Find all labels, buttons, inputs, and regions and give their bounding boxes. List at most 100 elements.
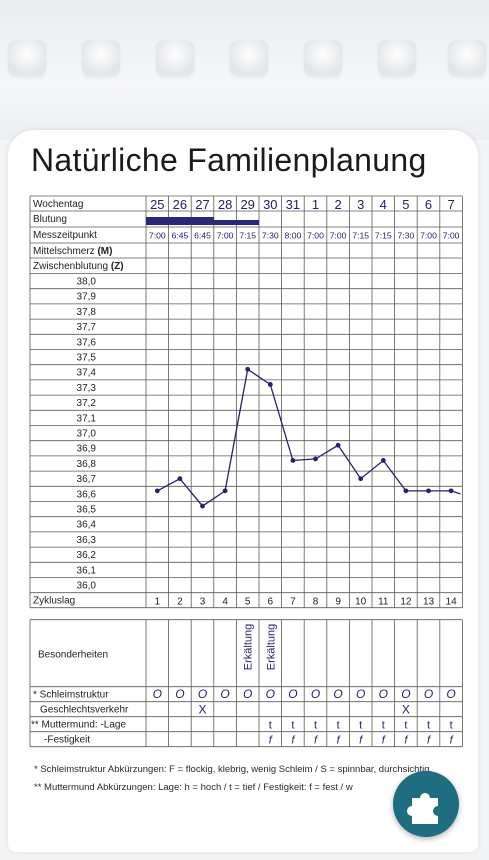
temperature-tick-label: 36,0 bbox=[77, 581, 97, 592]
temperature-point bbox=[154, 488, 160, 494]
weekday-date: 29 bbox=[240, 197, 254, 212]
temperature-point bbox=[448, 488, 454, 494]
special-notes-label: Besonderheiten bbox=[38, 650, 108, 661]
cycle-day-number: 5 bbox=[245, 597, 251, 608]
cervix-position-mark: t bbox=[450, 720, 453, 732]
cycle-day-number: 7 bbox=[290, 597, 296, 608]
puzzle-icon bbox=[407, 793, 438, 824]
mucus-mark: O bbox=[288, 687, 297, 701]
temperature-tick-label: 36,2 bbox=[77, 550, 97, 561]
measure-time: 8:00 bbox=[285, 231, 302, 241]
temperature-point bbox=[426, 488, 431, 494]
temperature-point bbox=[267, 382, 273, 387]
temperature-line bbox=[156, 368, 461, 507]
measure-time: 7:15 bbox=[375, 231, 392, 241]
measure-time: 7:30 bbox=[398, 231, 415, 241]
cervix-position-mark: t bbox=[382, 720, 385, 732]
mucus-mark: O bbox=[243, 687, 252, 701]
temperature-tick-label: 36,8 bbox=[77, 459, 97, 470]
measure-time: 7:00 bbox=[217, 231, 234, 241]
mucus-mark: O bbox=[424, 687, 433, 701]
temperature-tick-label: 37,7 bbox=[77, 322, 97, 333]
mucus-mark: O bbox=[333, 687, 342, 701]
measure-time: 7:00 bbox=[149, 231, 166, 241]
cervix-position-mark: t bbox=[337, 720, 340, 732]
temperature-point bbox=[245, 366, 251, 372]
cycle-day-number: 6 bbox=[268, 597, 274, 608]
puzzle-extension-button[interactable] bbox=[393, 771, 459, 837]
cervix-firmness-mark: f bbox=[314, 735, 318, 747]
temperature-point bbox=[177, 476, 183, 482]
cycle-day-number: 4 bbox=[222, 597, 228, 608]
sleeve-emboss bbox=[448, 40, 486, 76]
weekday-date: 28 bbox=[218, 197, 232, 212]
measure-time: 7:15 bbox=[352, 231, 369, 241]
bleeding-mark bbox=[168, 217, 192, 225]
measure-time: 7:00 bbox=[443, 231, 460, 241]
mucus-mark: O bbox=[356, 687, 365, 701]
temperature-tick-label: 37,0 bbox=[77, 429, 97, 440]
temperature-tick-label: 37,2 bbox=[77, 398, 97, 409]
sleeve-emboss bbox=[378, 40, 416, 76]
temperature-point bbox=[403, 488, 409, 494]
sleeve-emboss bbox=[230, 40, 268, 76]
weekday-date: 2 bbox=[334, 197, 341, 212]
plastic-sleeve bbox=[0, 0, 489, 140]
measure-time: 7:30 bbox=[262, 231, 279, 241]
temperature-tick-label: 37,6 bbox=[77, 337, 97, 348]
temperature-point bbox=[222, 488, 228, 494]
sleeve-emboss bbox=[304, 40, 342, 76]
mucus-mark: O bbox=[153, 687, 162, 701]
temperature-tick-label: 37,3 bbox=[77, 383, 97, 394]
mucus-mark: O bbox=[379, 687, 388, 701]
mucus-mark: O bbox=[220, 687, 229, 701]
mittelschmerz-code: (M) bbox=[97, 246, 112, 257]
cycle-day-number: 10 bbox=[355, 597, 367, 608]
mucus-mark: O bbox=[401, 687, 410, 701]
cycle-day-label: Zykluslag bbox=[33, 596, 75, 607]
measure-time: 7:00 bbox=[307, 231, 324, 241]
temperature-tick-label: 37,4 bbox=[77, 368, 97, 379]
cycle-day-number: 1 bbox=[155, 597, 161, 608]
cycle-day-number: 13 bbox=[423, 597, 435, 608]
spotting-code: (Z) bbox=[111, 261, 124, 272]
special-note: Erkältung bbox=[265, 624, 277, 670]
footnote-mucus: * Schleimstruktur Abkürzungen: F = flock… bbox=[34, 764, 433, 775]
weekday-date: 27 bbox=[195, 197, 209, 212]
weekday-date: 6 bbox=[425, 197, 432, 212]
weekday-date: 25 bbox=[150, 197, 164, 212]
bleeding-label: Blutung bbox=[33, 214, 67, 225]
temperature-point bbox=[380, 458, 386, 463]
measure-time: 7:15 bbox=[239, 231, 256, 241]
time-label: Messzeitpunkt bbox=[33, 230, 97, 241]
cycle-day-number: 9 bbox=[335, 597, 341, 608]
temperature-tick-label: 38,0 bbox=[77, 277, 97, 288]
weekday-date: 3 bbox=[357, 197, 364, 212]
bleeding-mark bbox=[191, 217, 214, 225]
temperature-tick-label: 36,7 bbox=[77, 474, 97, 485]
temperature-tick-label: 37,1 bbox=[77, 413, 97, 424]
temperature-point bbox=[358, 476, 364, 482]
cervix-firmness-mark: f bbox=[382, 735, 386, 747]
temperature-tick-label: 36,6 bbox=[77, 489, 97, 500]
cervix-firmness-label: -Festigkeit bbox=[44, 735, 90, 746]
cervix-position-mark: t bbox=[404, 720, 407, 732]
temperature-point bbox=[200, 503, 205, 509]
temperature-tick-label: 36,5 bbox=[77, 505, 97, 516]
mucus-mark: O bbox=[446, 687, 455, 701]
mucus-mark: O bbox=[198, 687, 207, 701]
mucus-label: * Schleimstruktur bbox=[33, 690, 109, 701]
cervix-position-label: ** Muttermund: -Lage bbox=[31, 720, 126, 731]
mittelschmerz-label: Mittelschmerz (M) bbox=[33, 246, 112, 257]
weekday-date: 26 bbox=[173, 197, 187, 212]
measure-time: 7:00 bbox=[420, 231, 437, 241]
measure-time: 7:00 bbox=[330, 231, 347, 241]
cervix-position-mark: t bbox=[359, 720, 362, 732]
cycle-day-number: 14 bbox=[446, 597, 458, 608]
bleeding-mark bbox=[213, 220, 237, 225]
bleeding-mark bbox=[146, 220, 169, 224]
cervix-position-mark: t bbox=[291, 720, 294, 732]
spotting-label: Zwischenblutung (Z) bbox=[33, 261, 124, 272]
intercourse-mark: X bbox=[402, 703, 410, 717]
